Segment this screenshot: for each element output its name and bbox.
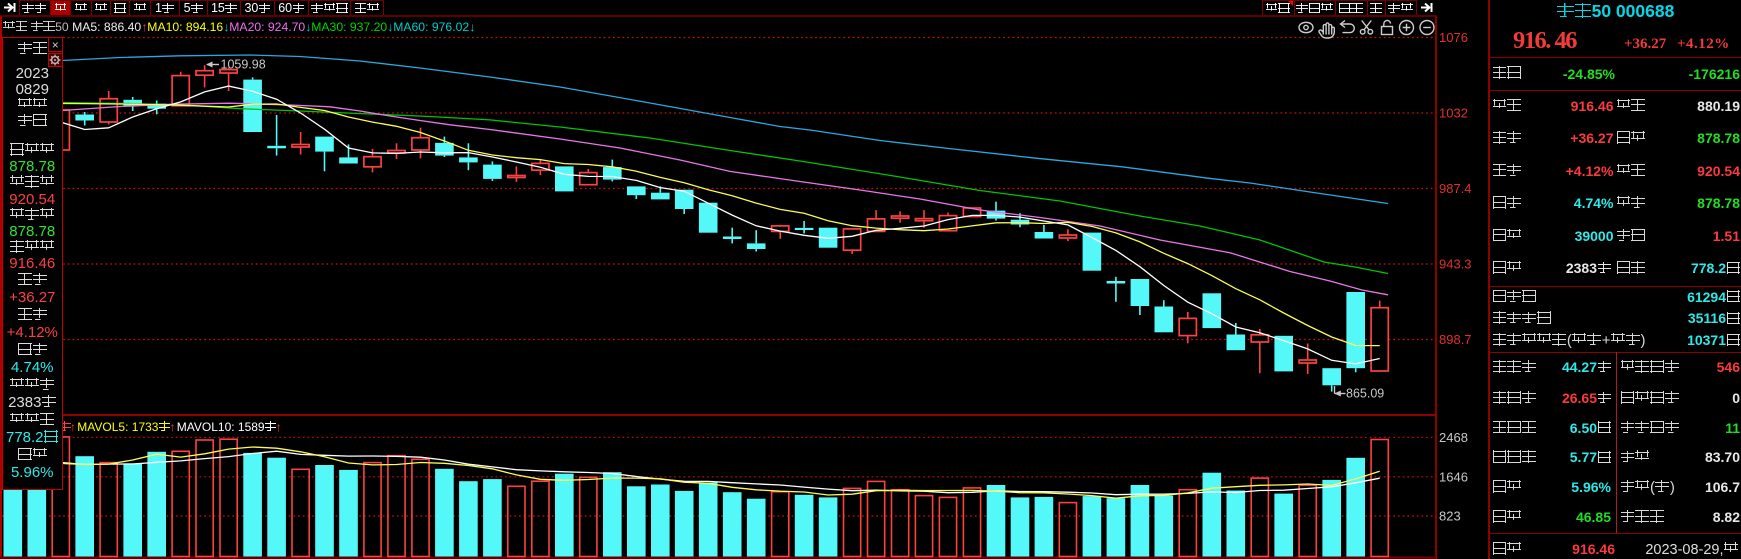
- svg-text:898.7: 898.7: [1439, 332, 1472, 347]
- svg-text:2468: 2468: [1439, 430, 1468, 445]
- svg-text:865.09: 865.09: [1346, 387, 1384, 401]
- svg-text:1646: 1646: [1439, 469, 1468, 484]
- svg-text:987.4: 987.4: [1439, 181, 1472, 196]
- svg-text:1059.98: 1059.98: [221, 58, 266, 72]
- svg-text:1076: 1076: [1439, 30, 1468, 45]
- svg-text:823: 823: [1439, 509, 1461, 524]
- svg-text:1032: 1032: [1439, 106, 1468, 121]
- svg-text:943.3: 943.3: [1439, 257, 1472, 272]
